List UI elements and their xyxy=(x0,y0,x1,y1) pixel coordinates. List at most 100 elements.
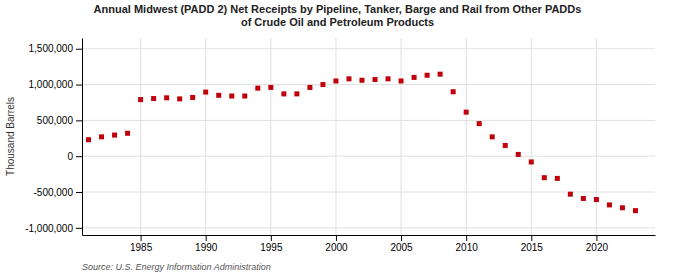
point xyxy=(229,94,234,99)
x-tick-mark xyxy=(271,235,272,241)
point xyxy=(333,78,338,83)
x-grid-line xyxy=(205,38,206,235)
x-tick: 2005 xyxy=(390,235,413,253)
x-grid-line xyxy=(140,38,141,235)
x-tick: 2015 xyxy=(521,235,544,253)
point xyxy=(281,91,286,96)
point xyxy=(581,196,586,201)
x-tick: 2000 xyxy=(325,235,348,253)
point xyxy=(307,85,312,90)
x-tick-label: 2000 xyxy=(325,242,348,253)
point xyxy=(620,205,625,210)
y-grid-line xyxy=(82,120,655,121)
point xyxy=(268,85,273,90)
y-tick-label: 500,000 xyxy=(37,115,74,126)
x-tick: 1995 xyxy=(260,235,283,253)
source: Source: U.S. Energy Information Administ… xyxy=(82,262,271,272)
chart: 1985 1990 1995 2000 2005 2010 2015 2020 -1,000,0… xyxy=(0,0,675,275)
x-tick-label: 2015 xyxy=(521,242,544,253)
x-tick-mark xyxy=(466,235,467,241)
y-tick-label: -1,000,000 xyxy=(25,223,73,234)
point xyxy=(451,89,456,94)
y-tick-label: -500,000 xyxy=(34,187,74,198)
point xyxy=(425,73,430,78)
y-tick-label: 0 xyxy=(67,151,73,162)
point xyxy=(177,96,182,101)
point xyxy=(86,137,91,142)
y-tick-label: 1,000,000 xyxy=(29,79,74,90)
x-tick-label: 1995 xyxy=(260,242,283,253)
point xyxy=(438,72,443,77)
y-tick-label: 1,500,000 xyxy=(29,43,74,54)
point xyxy=(359,78,364,83)
x-tick-label: 2020 xyxy=(586,242,609,253)
point xyxy=(125,131,130,136)
y-grid-line xyxy=(82,84,655,85)
point xyxy=(412,75,417,80)
point xyxy=(503,143,508,148)
y-grid-line xyxy=(82,227,655,228)
title-line: Annual Midwest (PADD 2) Net Receipts by … xyxy=(94,3,582,15)
x-axis: 1985 1990 1995 2000 2005 2010 2015 2020 xyxy=(83,235,656,253)
point xyxy=(568,192,573,197)
y-tick: 1,500,000 xyxy=(29,43,83,54)
point xyxy=(399,78,404,83)
point xyxy=(99,134,104,139)
x-grid-line xyxy=(270,38,271,235)
x-grid-line xyxy=(596,38,597,235)
point xyxy=(477,121,482,126)
x-tick-mark xyxy=(401,235,402,241)
point xyxy=(594,197,599,202)
point xyxy=(190,95,195,100)
point xyxy=(294,91,299,96)
y-axis: -1,000,000 -500,000 0 500,000 1,000,000 1,500… xyxy=(25,39,82,236)
x-tick: 2010 xyxy=(456,235,479,253)
point xyxy=(542,175,547,180)
y-tick: 0 xyxy=(67,151,82,162)
point xyxy=(386,76,391,81)
y-axis-line xyxy=(82,39,83,236)
x-tick-mark xyxy=(336,235,337,241)
point xyxy=(242,94,247,99)
point xyxy=(516,152,521,157)
point xyxy=(164,95,169,100)
x-tick-mark xyxy=(531,235,532,241)
point xyxy=(320,82,325,87)
y-tick-mark xyxy=(76,228,82,229)
point xyxy=(138,97,143,102)
title: Annual Midwest (PADD 2) Net Receipts by … xyxy=(94,3,582,28)
y-tick-mark xyxy=(76,49,82,50)
y-tick: -1,000,000 xyxy=(25,223,82,234)
point xyxy=(490,134,495,139)
point xyxy=(203,90,208,95)
x-tick-label: 1985 xyxy=(130,242,153,253)
point xyxy=(112,133,117,138)
point xyxy=(555,176,560,181)
x-tick-mark xyxy=(206,235,207,241)
y-tick: -500,000 xyxy=(34,187,82,198)
point xyxy=(464,110,469,115)
x-tick: 1985 xyxy=(130,235,153,253)
y-tick-mark xyxy=(76,156,82,157)
x-grid-line xyxy=(531,38,532,235)
point xyxy=(373,77,378,82)
y-tick-mark xyxy=(76,120,82,121)
x-tick-label: 2005 xyxy=(390,242,413,253)
y-tick-mark xyxy=(76,85,82,86)
points xyxy=(86,72,638,213)
x-grid-line xyxy=(466,38,467,235)
x-tick: 1990 xyxy=(195,235,218,253)
point xyxy=(633,208,638,213)
plot: 1985 1990 1995 2000 2005 2010 2015 2020 -1,000,0… xyxy=(25,38,655,253)
x-tick-mark xyxy=(596,235,597,241)
point xyxy=(151,96,156,101)
y-tick: 1,000,000 xyxy=(29,79,83,90)
x-tick-label: 1990 xyxy=(195,242,218,253)
point xyxy=(346,76,351,81)
x-tick-mark xyxy=(141,235,142,241)
y-tick: 500,000 xyxy=(37,115,82,126)
x-grid-line xyxy=(335,38,336,235)
x-tick-label: 2010 xyxy=(456,242,479,253)
point xyxy=(529,159,534,164)
point xyxy=(216,93,221,98)
